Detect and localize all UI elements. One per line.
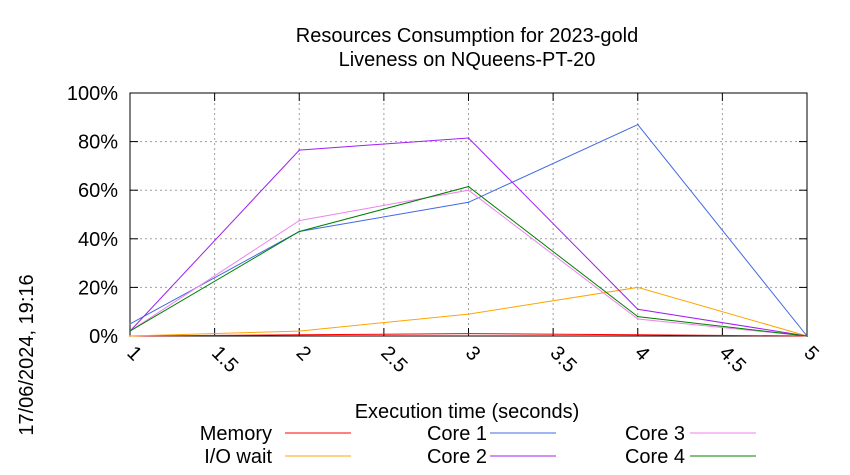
legend-label-core-4: Core 4 (625, 446, 685, 468)
chart-title: Resources Consumption for 2023-gold Live… (296, 25, 638, 71)
legend-label-i-o-wait: I/O wait (204, 446, 272, 468)
data-point-core-2 (467, 137, 470, 139)
y-tick-label: 0% (89, 326, 118, 348)
data-point-memory (467, 332, 470, 335)
data-point-memory (636, 333, 639, 336)
chart-title-line-1: Resources Consumption for 2023-gold (296, 25, 638, 47)
data-point-core-2 (298, 149, 301, 151)
x-tick-label: 1 (122, 342, 145, 365)
x-tick-label: 3 (461, 342, 484, 365)
y-tick-label: 100% (67, 83, 118, 105)
x-tick-label: 3.5 (546, 342, 581, 377)
y-tick-label: 80% (78, 132, 118, 154)
data-point-i-o-wait (636, 286, 639, 289)
x-axis-ticks: 1 1.5 2 2.5 3 3.5 4 4.5 5 (122, 93, 823, 377)
data-point-core-4 (129, 330, 131, 332)
y-tick-label: 40% (78, 229, 118, 251)
x-tick-label: 5 (799, 342, 822, 365)
x-tick-label: 2.5 (376, 342, 411, 377)
y-axis-ticks: 0% 20% 40% 60% 80% 100% (67, 83, 807, 348)
series-lines (129, 123, 808, 337)
x-tick-label: 4 (630, 342, 653, 365)
series-line-core-2 (129, 137, 808, 337)
data-point-memory (298, 333, 301, 336)
data-point-core-1 (467, 201, 470, 204)
x-tick-label: 1.5 (207, 342, 242, 377)
data-point-i-o-wait (467, 313, 470, 315)
data-point-core-3 (467, 189, 470, 191)
legend-label-memory: Memory (200, 423, 272, 445)
y-tick-label: 60% (78, 180, 118, 202)
data-point-core-1 (636, 123, 639, 126)
data-point-core-1 (129, 323, 131, 325)
x-tick-label: 4.5 (715, 342, 750, 377)
timestamp-label: 17/06/2024, 19:16 (16, 274, 38, 435)
grid-lines (130, 93, 807, 336)
y-tick-label: 20% (78, 277, 118, 299)
data-point-core-4 (806, 335, 808, 337)
data-point-core-3 (636, 318, 639, 320)
data-point-core-4 (636, 315, 639, 318)
legend-label-core-1: Core 1 (427, 423, 487, 445)
data-point-core-3 (298, 219, 301, 222)
x-tick-label: 2 (292, 342, 315, 365)
data-point-i-o-wait (129, 335, 131, 337)
legend-label-core-3: Core 3 (625, 423, 685, 445)
data-point-core-4 (467, 185, 470, 188)
x-axis-label: Execution time (seconds) (355, 401, 580, 423)
data-point-i-o-wait (298, 330, 301, 332)
chart-title-line-2: Liveness on NQueens-PT-20 (339, 49, 596, 71)
data-point-core-4 (298, 230, 301, 233)
legend-label-core-2: Core 2 (427, 446, 487, 468)
data-point-core-2 (636, 308, 639, 311)
